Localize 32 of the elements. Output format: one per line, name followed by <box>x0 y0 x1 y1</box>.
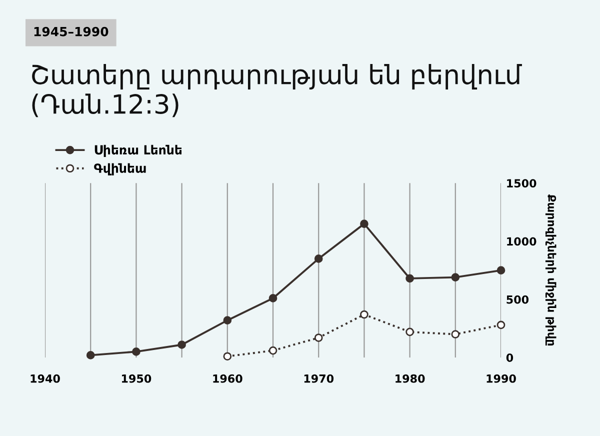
point <box>451 330 460 338</box>
point <box>496 320 506 330</box>
point <box>451 273 460 282</box>
point <box>360 310 368 319</box>
point <box>314 334 323 342</box>
point <box>178 340 186 349</box>
point <box>406 274 414 283</box>
chart-title: Շատերը արդարության են բերվում (Դան.12:3) <box>32 64 522 118</box>
y-tick-label: 500 <box>506 295 529 304</box>
x-tick-label: 1980 <box>396 374 425 383</box>
point <box>132 348 140 356</box>
point <box>268 294 278 302</box>
y-tick-label: 1000 <box>507 237 536 246</box>
y-tick-label: 1500 <box>507 179 536 188</box>
point <box>360 220 368 228</box>
y-axis-title: Քարոզիչների միջին թիվը <box>545 194 556 346</box>
point <box>314 254 323 263</box>
y-tick-label: 0 <box>506 353 514 362</box>
point <box>86 351 95 360</box>
chart-subtitle: 1945–1990 <box>34 26 108 36</box>
legend-label: Սիեռա Լեոնե <box>94 144 182 158</box>
x-tick-label: 1990 <box>486 374 516 383</box>
point <box>223 316 232 324</box>
x-tick-label: 1940 <box>30 374 60 383</box>
point <box>268 346 278 355</box>
legend-label: Գվինեա <box>94 163 146 176</box>
x-tick-label: 1970 <box>304 374 334 383</box>
point <box>496 266 506 274</box>
point <box>406 328 414 336</box>
x-tick-label: 1950 <box>122 374 152 383</box>
point <box>223 352 232 361</box>
x-tick-label: 1960 <box>213 374 242 383</box>
